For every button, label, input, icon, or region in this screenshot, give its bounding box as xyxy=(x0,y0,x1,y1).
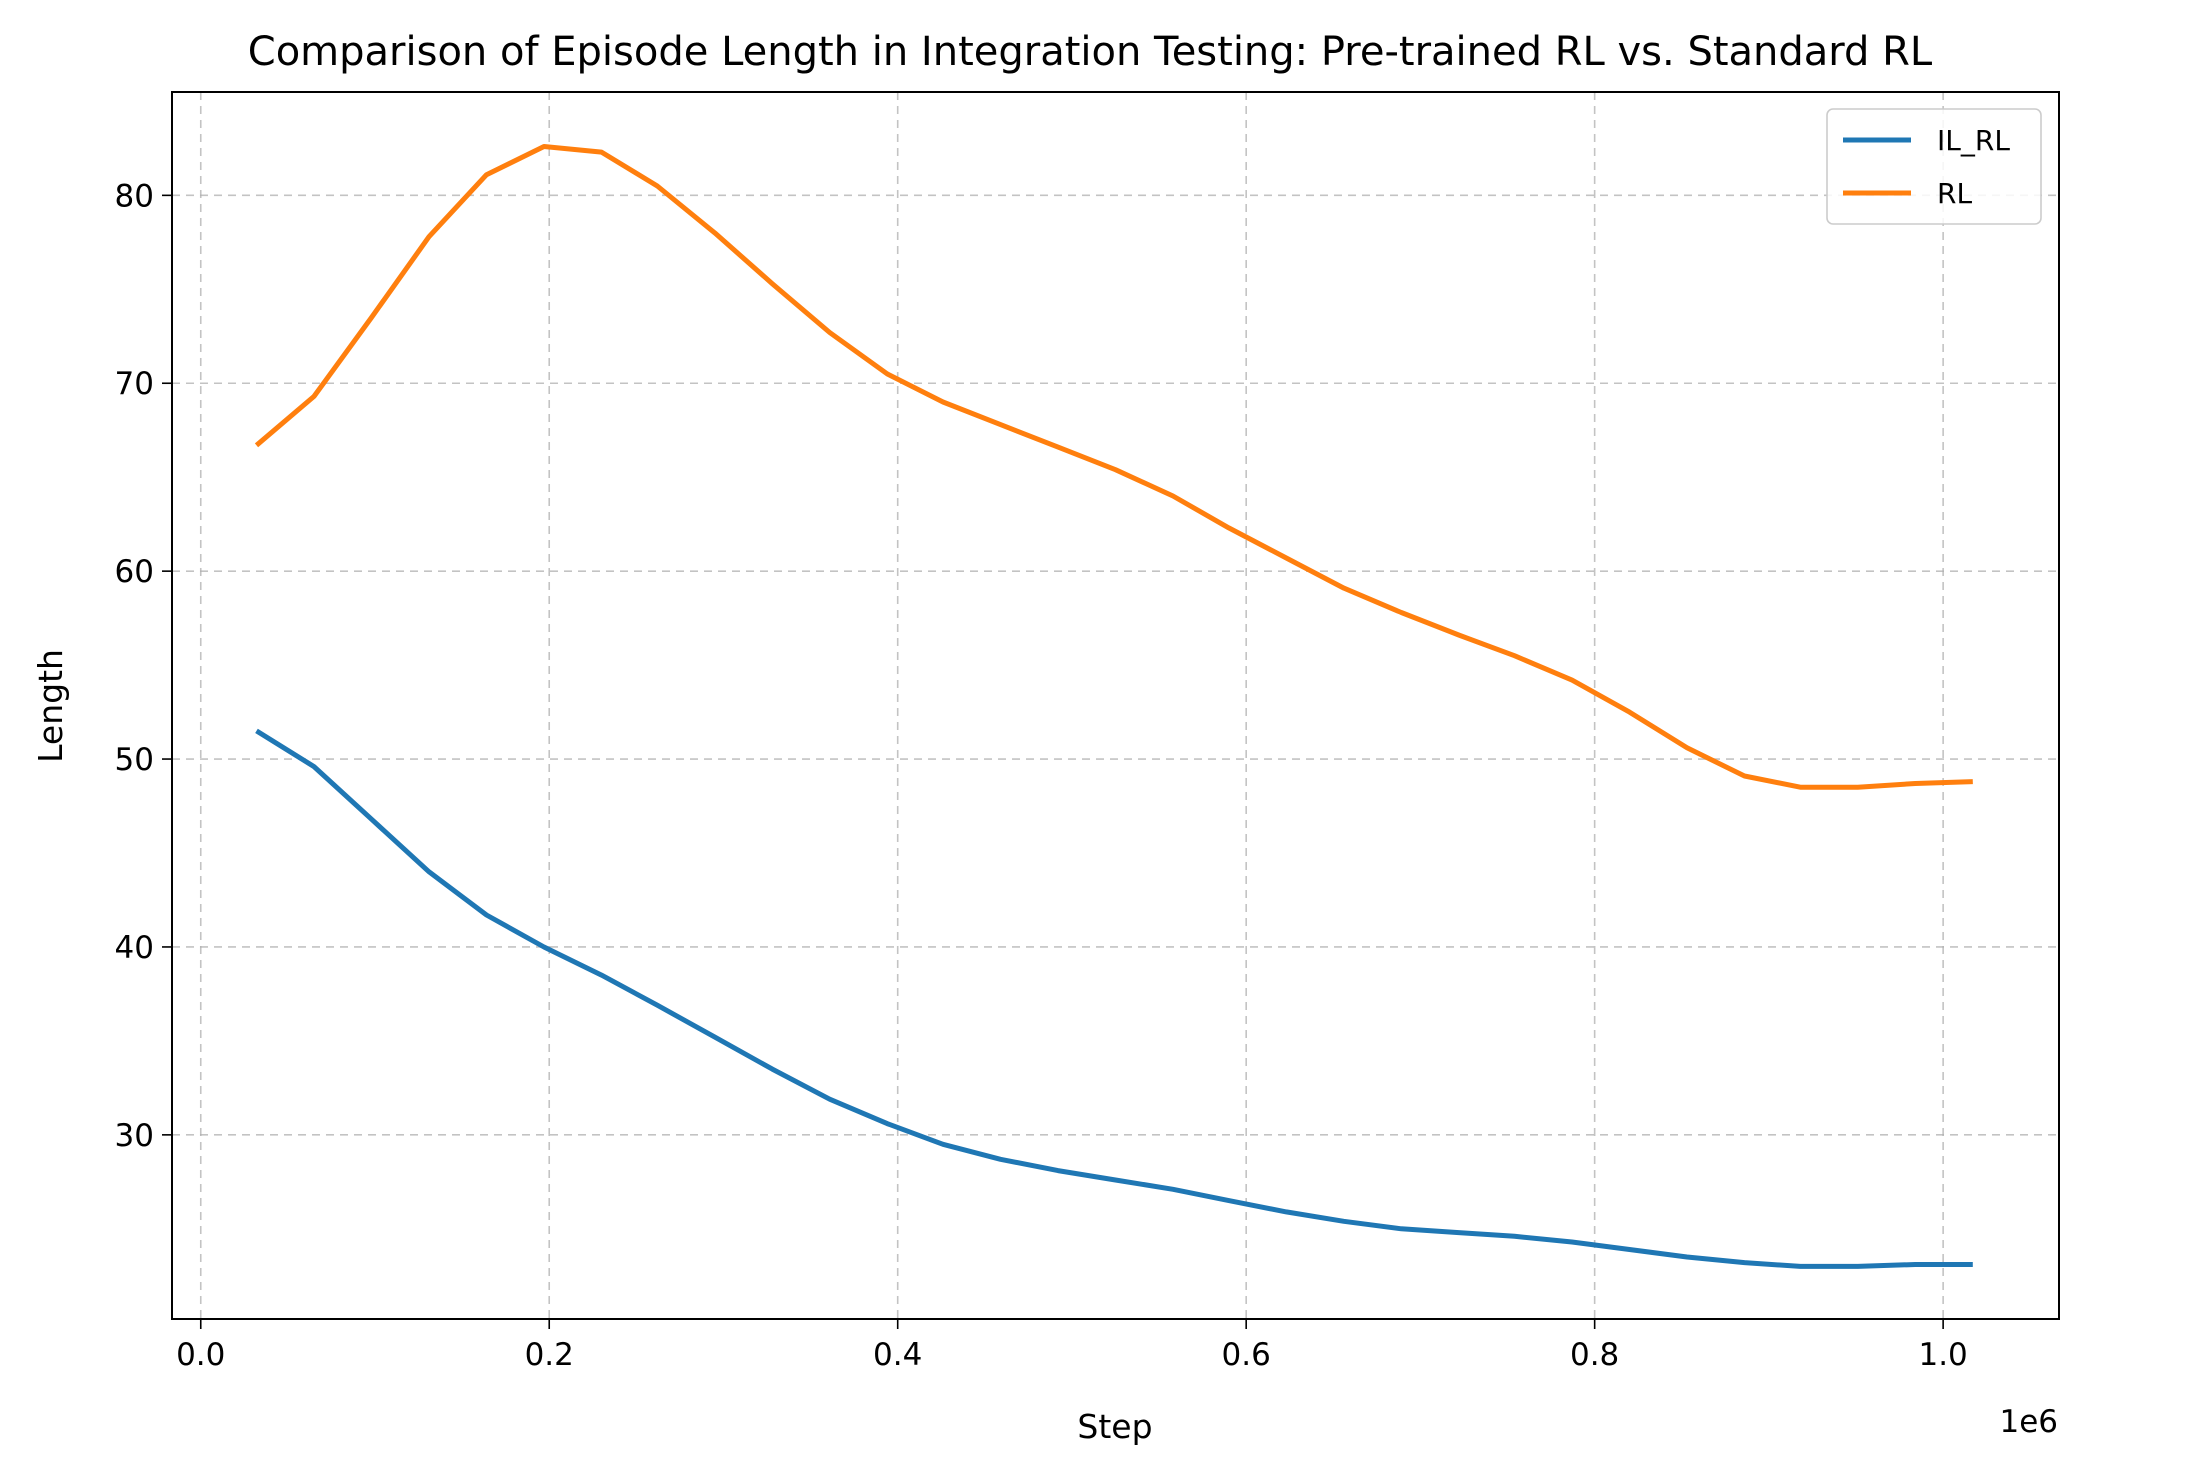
legend-label: IL_RL xyxy=(1937,124,2010,157)
plot-area-frame xyxy=(171,91,2060,1320)
x-tick-label: 0.2 xyxy=(525,1337,574,1373)
series-line-il-rl xyxy=(255,728,1973,1269)
axis-ticks: 0.0 0.2 0.4 0.6 0.8 1.0 30 40 50 60 70 80 xyxy=(115,178,1968,1373)
x-tick-label: 0.4 xyxy=(873,1337,922,1373)
y-tick-label: 50 xyxy=(115,742,154,778)
y-axis-title: Length xyxy=(31,649,70,763)
x-axis-offset-label: 1e6 xyxy=(1999,1404,2058,1440)
series-layer xyxy=(254,144,1973,1269)
x-tick-label: 0.6 xyxy=(1222,1337,1271,1373)
y-tick-label: 60 xyxy=(115,554,154,590)
y-tick-label: 40 xyxy=(115,930,154,966)
x-tick-label: 0.0 xyxy=(176,1337,225,1373)
grid xyxy=(172,92,2059,1319)
legend: IL_RL RL xyxy=(1826,108,2042,225)
x-tick-label: 1.0 xyxy=(1918,1337,1967,1373)
y-tick-label: 80 xyxy=(115,178,154,214)
legend-label: RL xyxy=(1937,177,1972,210)
series-line-rl xyxy=(254,144,1973,790)
x-tick-label: 0.8 xyxy=(1570,1337,1619,1373)
y-tick-label: 30 xyxy=(115,1118,154,1154)
x-axis-title: Step xyxy=(1077,1407,1152,1446)
y-tick-label: 70 xyxy=(115,366,154,402)
chart-title: Comparison of Episode Length in Integrat… xyxy=(248,29,1933,75)
